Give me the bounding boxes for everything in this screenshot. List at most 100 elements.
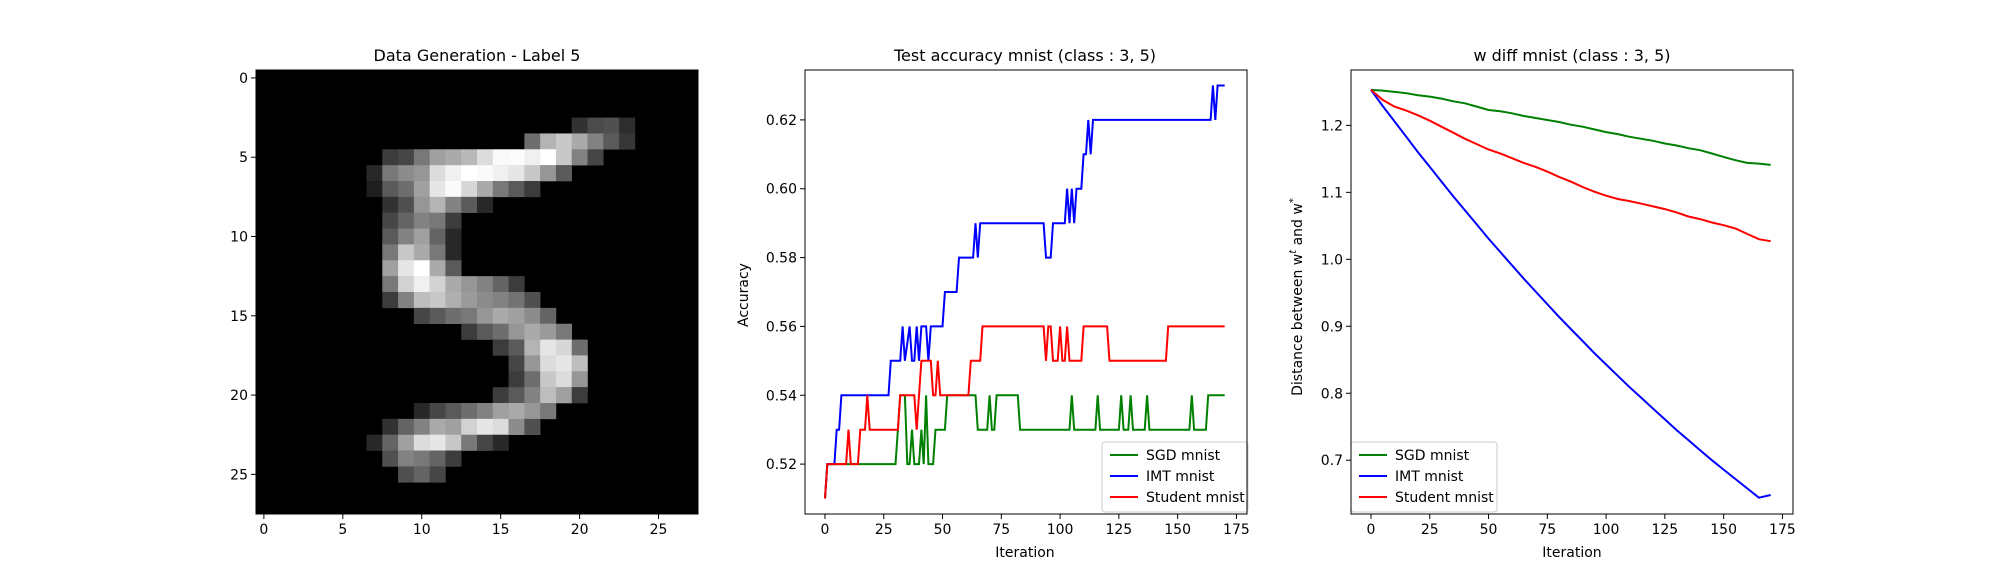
image-pixel: [524, 339, 541, 356]
image-pixel: [508, 387, 525, 404]
image-pixel: [540, 307, 557, 325]
image-pixel: [413, 292, 430, 309]
image-pixel: [445, 212, 462, 229]
image-pixel: [492, 323, 509, 340]
image-pixel: [477, 292, 494, 309]
accuracy-xtick-label: 150: [1164, 522, 1191, 538]
image-pixel: [540, 165, 557, 182]
accuracy-xtick-label: 50: [934, 522, 952, 538]
image-pixel: [508, 292, 525, 309]
image-pixel: [398, 196, 415, 214]
image-ytick-label: 25: [230, 467, 248, 483]
wdiff-panel: 0 25 50 75 100 125 150 175 0.7 0.8 0.9 1.0 1.1 1.2 w …: [1288, 46, 1796, 561]
image-panel: 0 5 10 15 20 25 0 5 10 15 20 25 Data Generation - L…: [230, 46, 698, 538]
image-pixel: [429, 260, 446, 277]
image-pixel: [429, 450, 446, 467]
image-pixel: [477, 276, 494, 293]
accuracy-panel: 0 25 50 75 100 125 150 175 0.52 0.54 0.56 0.58 0.60 0…: [736, 46, 1250, 561]
wdiff-axis-ticks: 0 25 50 75 100 125 150 175 0.7 0.8 0.9 1.0 1.1 1.2: [1321, 118, 1796, 538]
image-pixel: [413, 434, 430, 451]
image-pixel: [508, 149, 525, 166]
image-pixel: [429, 165, 446, 182]
image-pixel: [429, 212, 446, 229]
image-pixel: [508, 403, 525, 420]
image-pixel: [398, 212, 415, 229]
image-pixel: [524, 323, 541, 340]
image-pixel: [413, 307, 430, 325]
image-pixel: [540, 149, 557, 166]
image-xtick-label: 5: [338, 522, 347, 538]
accuracy-legend-label-sgd: SGD mnist: [1146, 448, 1221, 464]
image-pixel: [366, 165, 383, 182]
image-pixel: [461, 196, 478, 214]
wdiff-xtick-label: 125: [1651, 522, 1678, 538]
image-pixel: [492, 403, 509, 420]
image-pixel: [477, 434, 494, 451]
image-pixel: [429, 276, 446, 293]
image-pixel: [508, 418, 525, 436]
wdiff-legend-label-student: Student mnist: [1395, 490, 1494, 506]
image-pixel: [477, 165, 494, 182]
image-pixel: [429, 244, 446, 261]
accuracy-ylabel: Accuracy: [736, 263, 752, 327]
accuracy-xtick-label: 100: [1047, 522, 1074, 538]
image-pixel: [492, 292, 509, 309]
image-pixel: [540, 403, 557, 420]
image-pixel: [413, 196, 430, 214]
wdiff-legend: SGD mnist IMT mnist Student mnist: [1350, 441, 1498, 513]
image-pixel: [366, 434, 383, 451]
image-pixel: [429, 434, 446, 451]
image-pixel: [429, 418, 446, 436]
image-pixel: [382, 450, 399, 467]
image-pixel: [413, 181, 430, 198]
image-pixel: [571, 149, 588, 166]
image-pixel: [461, 434, 478, 451]
image-pixel: [492, 387, 509, 404]
image-ytick-label: 5: [239, 150, 248, 166]
accuracy-xtick-label: 0: [821, 522, 830, 538]
image-pixel: [382, 212, 399, 229]
image-pixel: [461, 323, 478, 340]
image-pixel: [445, 403, 462, 420]
accuracy-xtick-label: 125: [1105, 522, 1132, 538]
image-pixel: [445, 434, 462, 451]
image-xtick-label: 15: [492, 522, 510, 538]
accuracy-legend-label-student: Student mnist: [1146, 490, 1245, 506]
accuracy-xtick-label: 25: [875, 522, 893, 538]
image-pixel: [492, 434, 509, 451]
image-pixel: [555, 355, 573, 372]
image-pixel: [413, 403, 430, 420]
image-pixel: [508, 307, 525, 325]
image-pixel: [587, 149, 604, 166]
image-pixel: [508, 355, 525, 372]
wdiff-xtick-label: 100: [1593, 522, 1620, 538]
wdiff-xtick-label: 175: [1769, 522, 1796, 538]
wdiff-xtick-label: 75: [1538, 522, 1556, 538]
image-pixel: [445, 244, 462, 261]
image-pixel: [382, 228, 399, 245]
image-pixel: [524, 355, 541, 372]
image-pixel: [540, 355, 557, 372]
image-pixel: [524, 181, 541, 198]
image-ytick-label: 15: [230, 309, 248, 325]
wdiff-title: w diff mnist (class : 3, 5): [1473, 46, 1670, 65]
image-pixel: [555, 165, 573, 182]
image-pixel: [477, 307, 494, 325]
image-pixel: [382, 434, 399, 451]
image-pixel: [413, 228, 430, 245]
wdiff-xtick-label: 50: [1480, 522, 1498, 538]
image-pixel: [540, 387, 557, 404]
image-pixel: [398, 181, 415, 198]
image-xtick-label: 10: [413, 522, 431, 538]
image-pixel: [382, 244, 399, 261]
accuracy-series-lines: [824, 84, 1225, 499]
image-pixel: [555, 371, 573, 388]
image-pixel: [398, 292, 415, 309]
image-pixel: [555, 149, 573, 166]
wdiff-ytick-label: 0.9: [1321, 319, 1343, 335]
image-ytick-label: 0: [239, 71, 248, 87]
image-pixel: [619, 117, 636, 134]
wdiff-ytick-label: 1.0: [1321, 252, 1343, 268]
image-pixel: [461, 181, 478, 198]
